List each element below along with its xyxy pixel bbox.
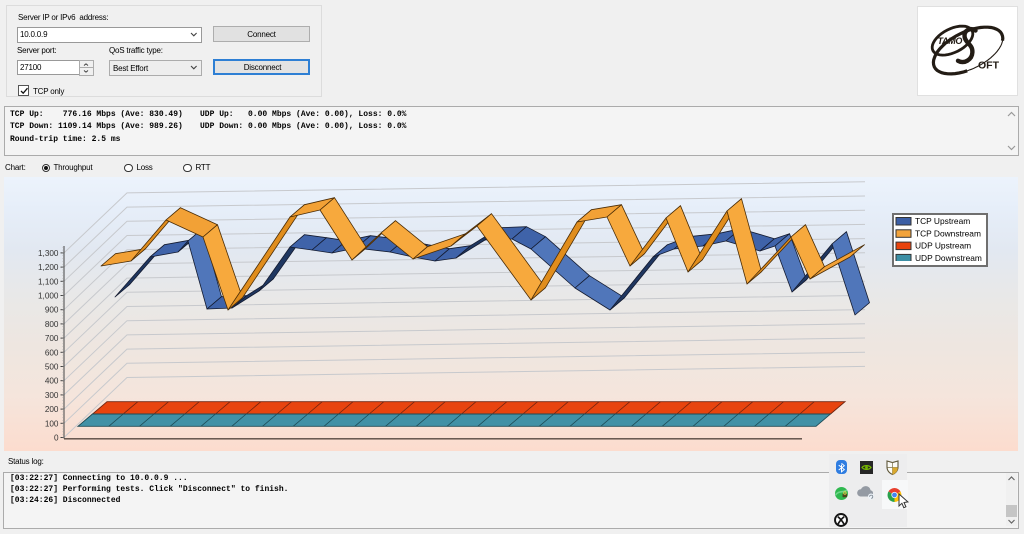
svg-text:100: 100 xyxy=(45,419,59,428)
svg-text:600: 600 xyxy=(45,348,59,357)
svg-text:TCP Downstream: TCP Downstream xyxy=(915,228,981,238)
svg-text:300: 300 xyxy=(45,391,59,400)
svg-text:0: 0 xyxy=(54,434,59,443)
svg-text:700: 700 xyxy=(45,334,59,343)
svg-text:1,300: 1,300 xyxy=(38,249,59,258)
svg-text:UDP Upstream: UDP Upstream xyxy=(915,241,971,251)
svg-text:200: 200 xyxy=(45,405,59,414)
svg-text:500: 500 xyxy=(45,363,59,372)
svg-text:800: 800 xyxy=(45,320,59,329)
svg-text:1,000: 1,000 xyxy=(38,292,59,301)
svg-text:400: 400 xyxy=(45,377,59,386)
svg-text:1,100: 1,100 xyxy=(38,277,59,286)
svg-text:TAMO: TAMO xyxy=(938,36,963,46)
svg-text:TCP Upstream: TCP Upstream xyxy=(915,216,970,226)
svg-text:900: 900 xyxy=(45,306,59,315)
svg-text:OFT: OFT xyxy=(978,60,1000,72)
svg-text:UDP Downstream: UDP Downstream xyxy=(915,253,982,261)
svg-text:1,200: 1,200 xyxy=(38,263,59,272)
